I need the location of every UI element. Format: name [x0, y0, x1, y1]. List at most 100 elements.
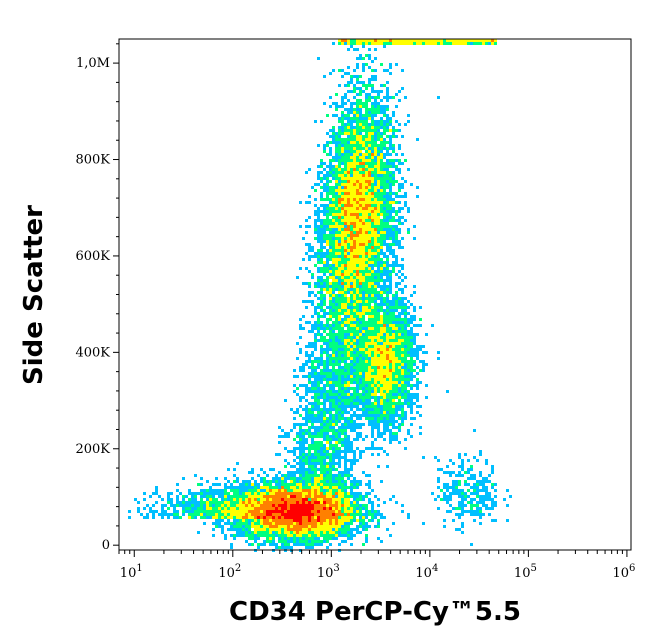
- density-dot: [377, 42, 380, 45]
- density-dot: [398, 408, 401, 411]
- density-dot: [377, 519, 380, 522]
- density-dot: [341, 339, 344, 342]
- density-dot: [365, 435, 368, 438]
- density-dot: [389, 372, 392, 375]
- density-dot: [353, 153, 356, 156]
- density-dot: [374, 270, 377, 273]
- density-dot: [320, 393, 323, 396]
- density-dot: [347, 459, 350, 462]
- density-dot: [389, 192, 392, 195]
- density-dot: [335, 288, 338, 291]
- density-dot: [263, 531, 266, 534]
- density-dot: [371, 420, 374, 423]
- density-dot: [335, 417, 338, 420]
- density-dot: [314, 477, 317, 480]
- density-dot: [374, 48, 377, 51]
- density-dot: [371, 162, 374, 165]
- density-dot: [386, 279, 389, 282]
- density-dot: [380, 402, 383, 405]
- density-dot: [383, 315, 386, 318]
- density-dot: [356, 492, 359, 495]
- density-dot: [362, 159, 365, 162]
- density-dot: [458, 39, 461, 42]
- density-dot: [320, 252, 323, 255]
- density-dot: [185, 507, 188, 510]
- density-dot: [317, 252, 320, 255]
- density-dot: [401, 345, 404, 348]
- density-dot: [323, 456, 326, 459]
- density-dot: [284, 492, 287, 495]
- density-dot: [386, 300, 389, 303]
- density-dot: [308, 429, 311, 432]
- density-dot: [329, 318, 332, 321]
- density-dot: [236, 525, 239, 528]
- density-dot: [311, 474, 314, 477]
- density-dot: [305, 282, 308, 285]
- density-dot: [401, 273, 404, 276]
- density-dot: [293, 519, 296, 522]
- density-dot: [371, 339, 374, 342]
- density-dot: [371, 441, 374, 444]
- density-dot: [344, 117, 347, 120]
- density-dot: [314, 468, 317, 471]
- density-dot: [263, 498, 266, 501]
- density-dot: [389, 243, 392, 246]
- density-dot: [392, 171, 395, 174]
- density-dot: [359, 297, 362, 300]
- density-dot: [383, 366, 386, 369]
- density-dot: [386, 363, 389, 366]
- density-dot: [176, 495, 179, 498]
- density-dot: [395, 105, 398, 108]
- density-dot: [326, 186, 329, 189]
- density-dot: [365, 210, 368, 213]
- density-dot: [482, 486, 485, 489]
- density-dot: [368, 207, 371, 210]
- density-dot: [236, 480, 239, 483]
- density-dot: [398, 429, 401, 432]
- density-dot: [362, 528, 365, 531]
- density-dot: [407, 342, 410, 345]
- density-dot: [320, 315, 323, 318]
- density-dot: [401, 195, 404, 198]
- density-dot: [398, 246, 401, 249]
- density-dot: [338, 249, 341, 252]
- density-dot: [386, 351, 389, 354]
- density-dot: [341, 438, 344, 441]
- density-dot: [323, 405, 326, 408]
- density-dot: [413, 336, 416, 339]
- density-dot: [395, 192, 398, 195]
- density-dot: [299, 429, 302, 432]
- density-dot: [206, 489, 209, 492]
- density-dot: [356, 288, 359, 291]
- density-dot: [383, 108, 386, 111]
- density-dot: [371, 315, 374, 318]
- density-dot: [155, 486, 158, 489]
- density-dot: [377, 312, 380, 315]
- density-dot: [221, 519, 224, 522]
- density-dot: [320, 396, 323, 399]
- density-dot: [335, 243, 338, 246]
- density-dot: [320, 297, 323, 300]
- density-dot: [347, 228, 350, 231]
- density-dot: [386, 39, 389, 42]
- density-dot: [350, 387, 353, 390]
- density-dot: [368, 231, 371, 234]
- density-dot: [338, 231, 341, 234]
- density-dot: [386, 255, 389, 258]
- density-dot: [314, 459, 317, 462]
- density-dot: [362, 273, 365, 276]
- density-dot: [365, 156, 368, 159]
- density-dot: [335, 150, 338, 153]
- density-dot: [386, 291, 389, 294]
- density-dot: [380, 291, 383, 294]
- density-dot: [335, 351, 338, 354]
- density-dot: [383, 438, 386, 441]
- density-dot: [272, 513, 275, 516]
- density-dot: [287, 504, 290, 507]
- density-dot: [326, 258, 329, 261]
- density-dot: [284, 435, 287, 438]
- density-dot: [437, 39, 440, 42]
- density-dot: [188, 516, 191, 519]
- density-dot: [299, 471, 302, 474]
- density-dot: [398, 144, 401, 147]
